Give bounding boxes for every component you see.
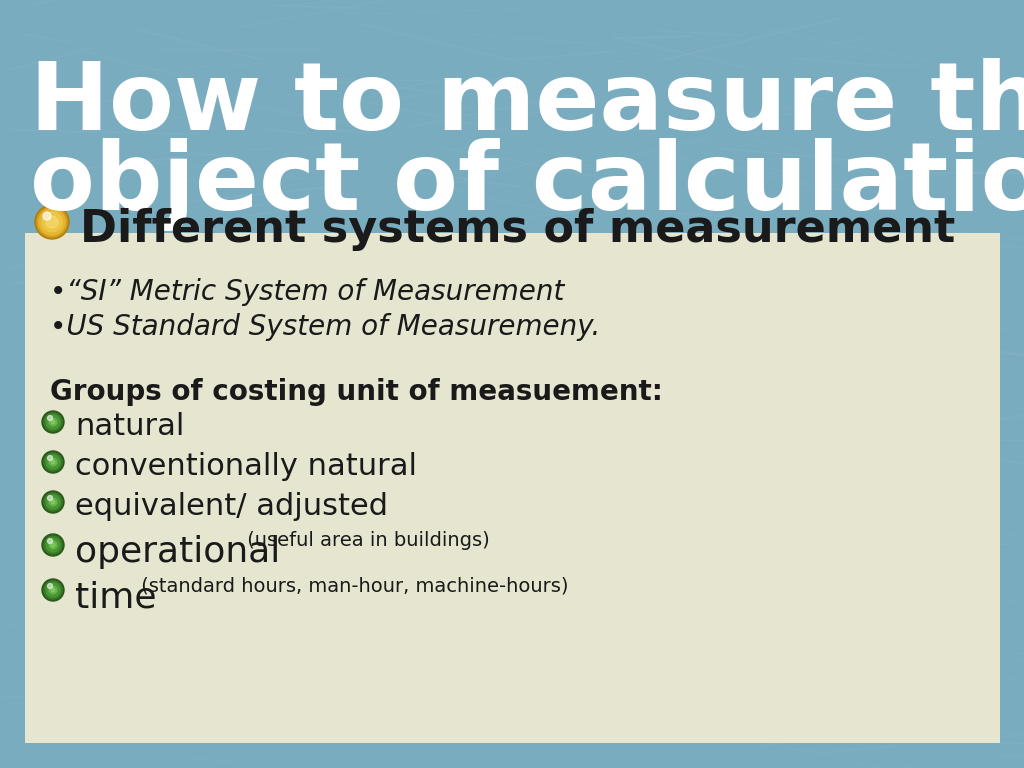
Circle shape bbox=[47, 415, 52, 421]
Circle shape bbox=[44, 536, 62, 554]
Text: equivalent/ adjusted: equivalent/ adjusted bbox=[75, 492, 388, 521]
Circle shape bbox=[46, 415, 60, 429]
Text: object of calculation: object of calculation bbox=[30, 138, 1024, 231]
Text: time: time bbox=[75, 580, 157, 614]
Text: conventionally natural: conventionally natural bbox=[75, 452, 417, 481]
Circle shape bbox=[51, 588, 55, 592]
Circle shape bbox=[43, 212, 51, 220]
Text: (useful area in buildings): (useful area in buildings) bbox=[241, 531, 489, 550]
Text: natural: natural bbox=[75, 412, 184, 441]
Circle shape bbox=[42, 534, 63, 556]
Circle shape bbox=[44, 581, 62, 599]
Circle shape bbox=[46, 495, 60, 509]
Circle shape bbox=[49, 541, 57, 549]
Circle shape bbox=[47, 538, 52, 544]
Circle shape bbox=[49, 418, 57, 426]
Circle shape bbox=[51, 420, 55, 424]
Circle shape bbox=[37, 207, 67, 237]
Circle shape bbox=[51, 460, 55, 464]
Circle shape bbox=[49, 586, 57, 594]
Circle shape bbox=[44, 493, 62, 511]
Circle shape bbox=[44, 453, 62, 471]
Text: operational: operational bbox=[75, 535, 281, 569]
Text: Different systems of measurement: Different systems of measurement bbox=[80, 208, 955, 251]
Circle shape bbox=[46, 538, 60, 552]
Text: How to measure the: How to measure the bbox=[30, 58, 1024, 150]
Circle shape bbox=[42, 491, 63, 513]
Circle shape bbox=[42, 411, 63, 433]
Text: •US Standard System of Measuremeny.: •US Standard System of Measuremeny. bbox=[50, 313, 600, 341]
Circle shape bbox=[47, 495, 52, 501]
Circle shape bbox=[42, 212, 62, 232]
Circle shape bbox=[35, 205, 69, 239]
Circle shape bbox=[49, 458, 57, 466]
Circle shape bbox=[39, 209, 65, 235]
Text: Groups of costing unit of measuement:: Groups of costing unit of measuement: bbox=[50, 378, 663, 406]
Circle shape bbox=[51, 543, 55, 547]
Text: •“SI” Metric System of Measurement: •“SI” Metric System of Measurement bbox=[50, 278, 564, 306]
Circle shape bbox=[51, 500, 55, 504]
Circle shape bbox=[44, 413, 62, 431]
Circle shape bbox=[49, 498, 57, 506]
FancyBboxPatch shape bbox=[25, 233, 1000, 743]
Circle shape bbox=[42, 451, 63, 473]
Circle shape bbox=[47, 455, 52, 461]
Circle shape bbox=[46, 216, 58, 228]
Text: (standard hours, man-hour, machine-hours): (standard hours, man-hour, machine-hours… bbox=[135, 576, 568, 595]
Circle shape bbox=[46, 455, 60, 469]
Circle shape bbox=[42, 579, 63, 601]
Circle shape bbox=[46, 583, 60, 597]
Circle shape bbox=[47, 584, 52, 588]
